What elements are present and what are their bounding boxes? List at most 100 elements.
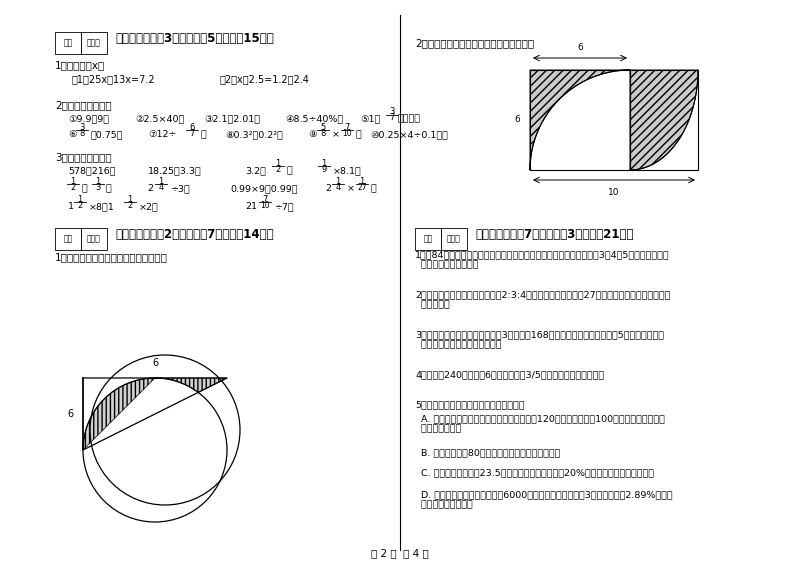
Text: A. 六一儿童节，同学们做纸花，六年级做了120朵，五年级做了100朵，六年级比五年级: A. 六一儿童节，同学们做纸花，六年级做了120朵，五年级做了100朵，六年级比…	[415, 414, 665, 423]
Text: 4: 4	[158, 184, 164, 193]
Text: 6: 6	[67, 409, 73, 419]
Text: 5: 5	[320, 123, 326, 132]
Text: 10: 10	[342, 129, 352, 138]
Bar	[55, 32, 81, 54]
Text: 1: 1	[322, 159, 326, 167]
Text: 21: 21	[245, 202, 257, 211]
Text: 评卷人: 评卷人	[87, 38, 101, 47]
Text: 1．用84厘米长的铁丝围成一个三角形，这个三角形三条边长度的比是3：4：5，这个三角形的: 1．用84厘米长的铁丝围成一个三角形，这个三角形三条边长度的比是3：4：5，这个…	[415, 250, 670, 259]
Polygon shape	[530, 70, 630, 170]
Bar	[415, 228, 441, 250]
Text: 得分: 得分	[423, 234, 433, 244]
Text: 6: 6	[577, 43, 583, 52]
Text: 评卷人: 评卷人	[447, 234, 461, 244]
Text: ＝: ＝	[106, 184, 112, 193]
Text: 6: 6	[514, 115, 520, 124]
Text: 18.25－3.3＝: 18.25－3.3＝	[148, 166, 202, 175]
Text: 8: 8	[79, 129, 85, 138]
Text: 第 2 页  共 4 页: 第 2 页 共 4 页	[371, 548, 429, 558]
Text: 1: 1	[158, 176, 164, 185]
Text: 5．下面各题，只列出综合算式，不解答。: 5．下面各题，只列出综合算式，不解答。	[415, 400, 525, 409]
Text: 2: 2	[325, 184, 331, 193]
Text: ⑥: ⑥	[68, 130, 77, 139]
Text: 五、综合题（共2小题，每题7分，共计14分）: 五、综合题（共2小题，每题7分，共计14分）	[115, 228, 274, 241]
Text: （1）25x－13x=7.2: （1）25x－13x=7.2	[72, 74, 156, 84]
Text: ⑩0.25×4÷0.1＿＿: ⑩0.25×4÷0.1＿＿	[370, 130, 448, 139]
Text: 2: 2	[70, 184, 76, 193]
Text: ×8.1＝: ×8.1＝	[333, 166, 362, 175]
Text: ⑨: ⑨	[308, 130, 317, 139]
Text: ＝: ＝	[356, 130, 362, 139]
Text: ＝: ＝	[201, 130, 206, 139]
Polygon shape	[155, 378, 227, 393]
Text: 3.2－: 3.2－	[245, 166, 266, 175]
Bar	[441, 228, 467, 250]
Text: 7: 7	[262, 194, 268, 203]
Text: C. 王庄去年总产值为23.5万元，今年比去年增加了20%，今年的产值是多少万元？: C. 王庄去年总产值为23.5万元，今年比去年增加了20%，今年的产值是多少万元…	[415, 468, 654, 477]
Text: ＋: ＋	[82, 184, 88, 193]
Text: ×: ×	[332, 130, 340, 139]
Text: 得分: 得分	[63, 234, 73, 244]
Text: 1: 1	[68, 202, 74, 211]
Text: 四、计算题（共3小题，每题5分，共计15分）: 四、计算题（共3小题，每题5分，共计15分）	[115, 32, 274, 45]
Text: ÷3＝: ÷3＝	[170, 184, 190, 193]
Text: 1．求未知数x：: 1．求未知数x：	[55, 60, 106, 70]
Text: 多做百分之几？: 多做百分之几？	[415, 424, 462, 433]
Text: ④8.5÷40%＝: ④8.5÷40%＝	[285, 114, 343, 123]
Text: 3．直接写出得数：: 3．直接写出得数：	[55, 152, 112, 162]
Text: 六、应用题（共7小题，每题3分，共计21分）: 六、应用题（共7小题，每题3分，共计21分）	[475, 228, 634, 241]
Text: ×8＋1: ×8＋1	[89, 202, 114, 211]
Bar	[81, 32, 107, 54]
Bar	[530, 70, 630, 170]
Text: 1: 1	[335, 176, 341, 185]
Text: 2: 2	[78, 202, 82, 211]
Text: ＝: ＝	[287, 166, 293, 175]
Text: ÷7＝: ÷7＝	[274, 202, 294, 211]
Text: ＋0.75＝: ＋0.75＝	[91, 130, 123, 139]
Text: ＝: ＝	[371, 184, 377, 193]
Text: ⑤1－: ⑤1－	[360, 114, 380, 123]
Text: （2）x：2.5=1.2：2.4: （2）x：2.5=1.2：2.4	[220, 74, 310, 84]
Text: 2．一个三角形三条边的长度比是2:3:4，这个三角形的周长是27厘米，这个三角形最长的边是: 2．一个三角形三条边的长度比是2:3:4，这个三角形的周长是27厘米，这个三角形…	[415, 290, 670, 299]
Text: 27: 27	[357, 184, 367, 193]
Text: 1: 1	[70, 176, 76, 185]
Text: 乙地，甲乙两地相距多少千米？: 乙地，甲乙两地相距多少千米？	[415, 340, 502, 349]
Text: 10: 10	[608, 188, 620, 197]
Text: 2: 2	[127, 202, 133, 211]
Text: 7: 7	[390, 114, 394, 123]
Text: 三条边各是多少厘米？: 三条边各是多少厘米？	[415, 260, 478, 269]
Text: D. 小林的妈妈在农业银行买了6000元国家建设债券，定期3年，年利率为2.89%，到期: D. 小林的妈妈在农业银行买了6000元国家建设债券，定期3年，年利率为2.89…	[415, 490, 673, 499]
Text: 4: 4	[335, 184, 341, 193]
Text: ①9.9＋9＝: ①9.9＋9＝	[68, 114, 109, 123]
Text: 得分: 得分	[63, 38, 73, 47]
Text: 1: 1	[127, 194, 133, 203]
Text: 2．求图中阴影部分的面积（单位：厘米）: 2．求图中阴影部分的面积（单位：厘米）	[415, 38, 534, 48]
Text: 评卷人: 评卷人	[87, 234, 101, 244]
Text: B. 六年级有男生80人，比女生多，女生有多少人？: B. 六年级有男生80人，比女生多，女生有多少人？	[415, 448, 560, 457]
Text: 3: 3	[390, 106, 394, 115]
Text: 10: 10	[260, 202, 270, 211]
Text: 0.99×9＋0.99＝: 0.99×9＋0.99＝	[230, 184, 298, 193]
Text: 7: 7	[190, 129, 194, 138]
Text: 578＋216＝: 578＋216＝	[68, 166, 115, 175]
Text: ×2＝: ×2＝	[139, 202, 158, 211]
Text: 2: 2	[275, 166, 281, 175]
Bar	[630, 70, 698, 170]
Text: ×: ×	[347, 184, 355, 193]
Text: 可获得利息多少元？: 可获得利息多少元？	[415, 500, 473, 509]
Text: 6: 6	[152, 358, 158, 368]
Text: 7: 7	[344, 123, 350, 132]
Text: ＋＿＿＝: ＋＿＿＝	[398, 114, 421, 123]
Bar	[81, 228, 107, 250]
Text: ③2.1－2.01＝: ③2.1－2.01＝	[204, 114, 260, 123]
Text: 9: 9	[322, 166, 326, 175]
Text: 8: 8	[320, 129, 326, 138]
Polygon shape	[630, 70, 698, 170]
Text: ②2.5×40＝: ②2.5×40＝	[135, 114, 184, 123]
Text: 3: 3	[79, 123, 85, 132]
Text: 3: 3	[95, 184, 101, 193]
Bar	[55, 228, 81, 250]
Text: 2．直接写出得数：: 2．直接写出得数：	[55, 100, 112, 110]
Text: 6: 6	[190, 123, 194, 132]
Text: 多少厘米？: 多少厘米？	[415, 300, 450, 309]
